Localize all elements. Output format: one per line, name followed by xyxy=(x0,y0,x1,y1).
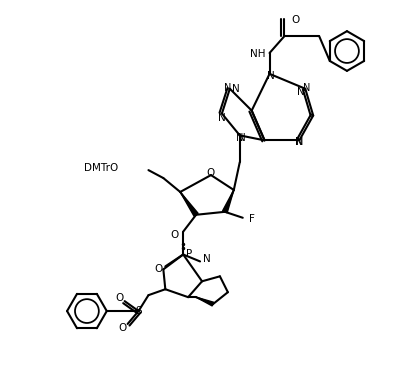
Text: N: N xyxy=(298,87,305,97)
Text: N: N xyxy=(203,254,211,264)
Text: F: F xyxy=(249,214,255,224)
Text: O: O xyxy=(170,230,178,240)
Text: N: N xyxy=(218,112,226,122)
Polygon shape xyxy=(222,190,234,213)
Text: N: N xyxy=(238,133,246,143)
Text: O: O xyxy=(291,15,299,25)
Text: O: O xyxy=(119,323,127,333)
Text: O: O xyxy=(207,168,215,178)
Text: NH: NH xyxy=(250,49,265,59)
Text: S: S xyxy=(135,306,142,316)
Text: N: N xyxy=(303,83,310,93)
Polygon shape xyxy=(180,192,198,216)
Text: N: N xyxy=(267,71,274,81)
Text: O: O xyxy=(115,293,124,303)
Text: N: N xyxy=(296,137,303,147)
Text: N: N xyxy=(232,84,240,94)
Polygon shape xyxy=(196,297,214,306)
Text: DMTrO: DMTrO xyxy=(84,163,119,173)
Text: P: P xyxy=(186,250,192,260)
Text: O: O xyxy=(154,264,162,275)
Text: N: N xyxy=(296,137,303,147)
Text: N: N xyxy=(224,83,232,93)
Text: N: N xyxy=(236,133,243,143)
